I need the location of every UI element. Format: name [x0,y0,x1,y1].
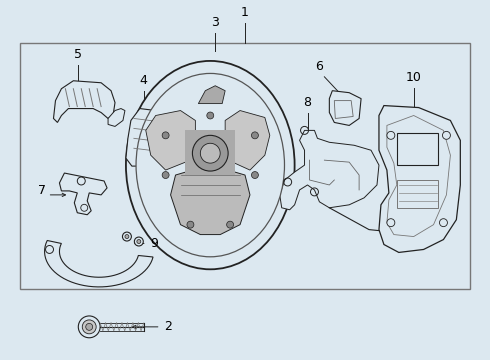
Bar [185,130,235,175]
Polygon shape [59,173,107,215]
Circle shape [387,131,395,139]
Text: 8: 8 [303,95,312,109]
Circle shape [200,143,220,163]
Circle shape [207,112,214,119]
Polygon shape [387,116,450,237]
Circle shape [82,320,96,334]
Ellipse shape [136,73,285,257]
Polygon shape [280,130,379,210]
Polygon shape [53,81,115,122]
Polygon shape [334,100,353,118]
Polygon shape [225,111,270,170]
Polygon shape [379,105,460,252]
Circle shape [251,132,258,139]
Text: 3: 3 [211,16,219,29]
Ellipse shape [126,61,294,269]
Circle shape [122,232,131,241]
Text: 6: 6 [316,60,323,73]
Text: 7: 7 [38,184,46,197]
Text: 1: 1 [241,6,249,19]
Text: 4: 4 [140,74,147,87]
Circle shape [162,132,169,139]
Bar [397,180,439,208]
Ellipse shape [166,125,255,225]
Circle shape [137,239,141,243]
Circle shape [187,221,194,228]
Bar [397,133,439,165]
Circle shape [442,131,450,139]
Text: 5: 5 [74,48,82,61]
Text: 9: 9 [151,237,159,250]
Circle shape [251,172,258,179]
Circle shape [440,219,447,227]
Polygon shape [45,240,153,287]
Circle shape [227,221,234,228]
Text: 2: 2 [164,320,171,333]
Polygon shape [198,86,225,104]
Circle shape [387,219,395,227]
Circle shape [86,323,93,330]
Polygon shape [126,109,164,166]
Polygon shape [329,91,361,125]
Circle shape [125,235,129,239]
Circle shape [193,135,228,171]
Text: 10: 10 [406,71,421,84]
Polygon shape [146,111,196,170]
Circle shape [162,172,169,179]
Bar [20,43,470,289]
Circle shape [134,237,143,246]
Polygon shape [108,109,125,126]
Polygon shape [171,170,250,235]
Circle shape [78,316,100,338]
